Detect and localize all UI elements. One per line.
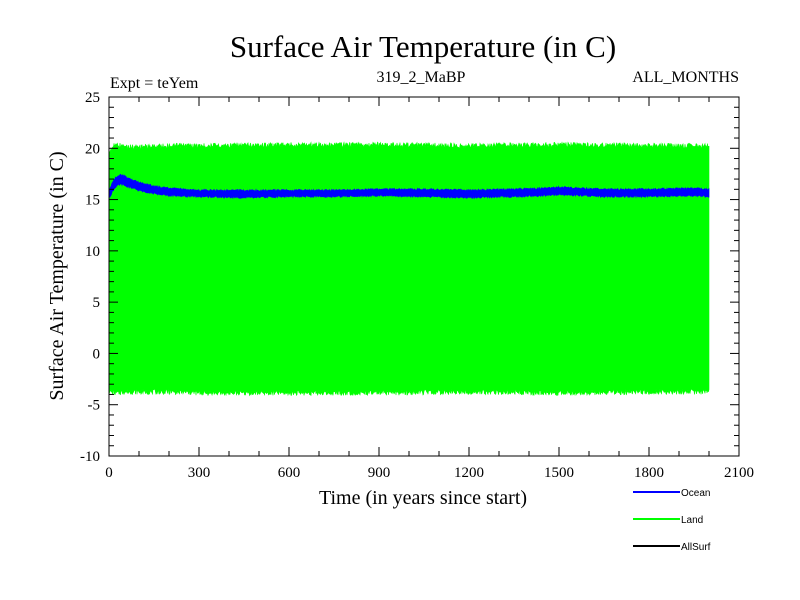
x-tick-label: 600: [278, 465, 301, 481]
land-series-layer: [108, 141, 710, 397]
months-label: ALL_MONTHS: [632, 69, 739, 86]
legend: Ocean Land AllSurf: [633, 488, 711, 553]
land-series-band: [108, 141, 710, 397]
x-tick-label: 2100: [724, 465, 754, 481]
x-axis-label: Time (in years since start): [319, 487, 527, 509]
legend-label-ocean: Ocean: [681, 488, 710, 499]
y-tick-label: 10: [85, 244, 100, 260]
y-tick-label: -10: [80, 449, 100, 465]
ocean-series-band: [108, 173, 710, 200]
y-tick-label: 20: [85, 141, 100, 157]
experiment-label: Expt = teYem: [110, 75, 199, 92]
y-tick-label: 0: [93, 346, 101, 362]
legend-label-allsurf: AllSurf: [681, 542, 711, 553]
x-tick-label: 1200: [454, 465, 484, 481]
y-tick-label: -5: [88, 398, 101, 414]
x-tick-label: 1500: [544, 465, 574, 481]
x-tick-label: 300: [188, 465, 211, 481]
ocean-series-layer: [108, 173, 710, 200]
plot-frame: [108, 96, 740, 457]
x-tick-labels: 0 300 600 900 1200 1500 1800 2100: [105, 465, 754, 481]
y-axis-label: Surface Air Temperature (in C): [46, 151, 68, 400]
legend-label-land: Land: [681, 515, 703, 526]
run-label: 319_2_MaBP: [377, 69, 466, 86]
x-tick-label: 900: [368, 465, 391, 481]
x-tick-label: 0: [105, 465, 113, 481]
y-tick-labels: -10 -5 0 5 10 15 20 25: [80, 90, 100, 465]
x-tick-label: 1800: [634, 465, 664, 481]
y-tick-label: 5: [93, 295, 101, 311]
y-tick-label: 15: [85, 193, 100, 209]
axis-ticks: [108, 96, 740, 457]
chart-title: Surface Air Temperature (in C): [230, 29, 616, 64]
y-tick-label: 25: [85, 90, 100, 106]
